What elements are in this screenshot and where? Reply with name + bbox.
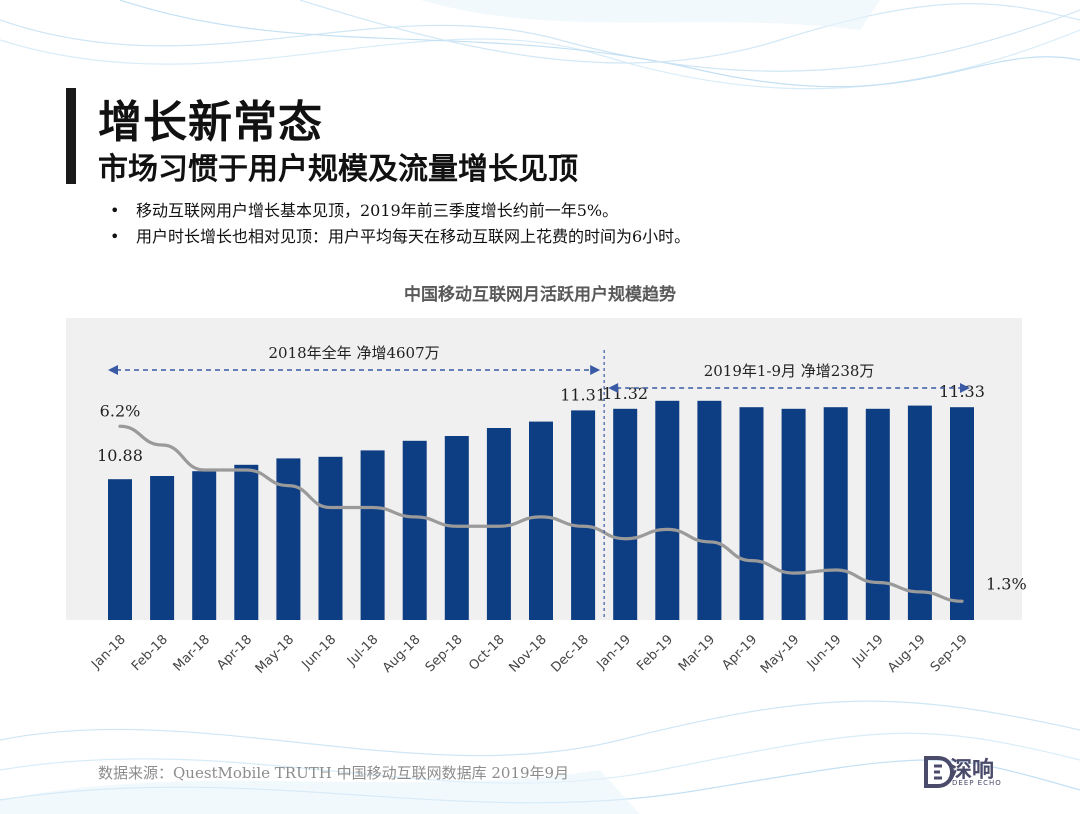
arrow-head-right: [960, 383, 970, 393]
x-tick-label: Jun-19: [804, 632, 845, 673]
bar: [402, 440, 427, 620]
bar: [192, 471, 217, 620]
data-label: 11.32: [602, 384, 648, 403]
x-tick-label: Jul-19: [849, 632, 886, 669]
bar: [697, 400, 722, 620]
bullet-list: 移动互联网用户增长基本见顶，2019年前三季度增长约前一年5%。 用户时长增长也…: [110, 198, 690, 250]
bar: [823, 407, 848, 620]
bar: [360, 450, 385, 620]
bar: [865, 408, 890, 620]
bullet-item: 移动互联网用户增长基本见顶，2019年前三季度增长约前一年5%。: [110, 198, 690, 224]
x-tick-label: Jul-18: [344, 632, 381, 669]
x-tick-label: Oct-18: [466, 632, 508, 674]
x-tick-label: Feb-18: [129, 632, 171, 674]
bar: [613, 408, 638, 620]
bar: [907, 405, 932, 620]
bar: [150, 476, 175, 620]
data-label: 10.88: [97, 446, 143, 465]
x-tick-label: Nov-18: [507, 632, 550, 675]
page-subtitle: 市场习惯于用户规模及流量增长见顶: [98, 152, 578, 187]
series-line: [118, 424, 964, 603]
x-tick-label: Apr-19: [719, 632, 760, 673]
chart-title: 中国移动互联网月活跃用户规模趋势: [404, 285, 676, 305]
x-tick-label: Feb-19: [634, 632, 676, 674]
source-note: 数据来源：QuestMobile TRUTH 中国移动互联网数据库 2019年9…: [98, 764, 570, 782]
logo-text: 深响: [950, 758, 995, 783]
x-tick-label: Aug-19: [885, 632, 929, 676]
bar: [318, 456, 343, 620]
x-tick-label: Jun-18: [299, 632, 340, 673]
bar: [108, 479, 132, 620]
logo-icon: [924, 756, 955, 788]
x-tick-label: Apr-18: [214, 632, 255, 673]
data-label: 11.31: [560, 385, 606, 404]
annotation-label: 2019年1-9月 净增238万: [704, 362, 875, 380]
x-tick-label: Mar-18: [171, 632, 213, 674]
x-tick-label: May-18: [253, 632, 297, 676]
bar: [950, 407, 974, 620]
bullet-item: 用户时长增长也相对见顶：用户平均每天在移动互联网上花费的时间为6小时。: [110, 224, 690, 250]
x-tick-label: Aug-18: [380, 632, 424, 676]
data-label: 1.3%: [986, 574, 1027, 593]
x-tick-label: Dec-18: [549, 632, 592, 675]
bar: [739, 407, 764, 620]
page-title: 增长新常态: [98, 97, 323, 148]
arrow-head-left: [108, 365, 118, 375]
arrow-head-right: [590, 365, 601, 375]
arrow-head-left: [608, 383, 619, 393]
data-label: 6.2%: [100, 401, 141, 420]
x-tick-label: Mar-19: [676, 632, 718, 674]
title-accent-bar: [66, 88, 76, 184]
x-tick-label: May-19: [758, 632, 802, 676]
x-tick-label: Jan-19: [594, 632, 635, 673]
x-tick-label: Sep-19: [928, 632, 971, 675]
bar: [571, 410, 596, 620]
bar: [444, 436, 469, 620]
x-tick-label: Jan-18: [88, 632, 129, 673]
bar: [655, 400, 680, 620]
x-tick-label: Sep-18: [423, 632, 466, 675]
annotation-label: 2018年全年 净增4607万: [269, 344, 440, 362]
logo-subtext: DEEP ECHO: [952, 779, 1002, 787]
bar: [234, 464, 259, 620]
bar: [529, 421, 553, 620]
bar: [276, 458, 301, 620]
bar: [781, 408, 806, 620]
